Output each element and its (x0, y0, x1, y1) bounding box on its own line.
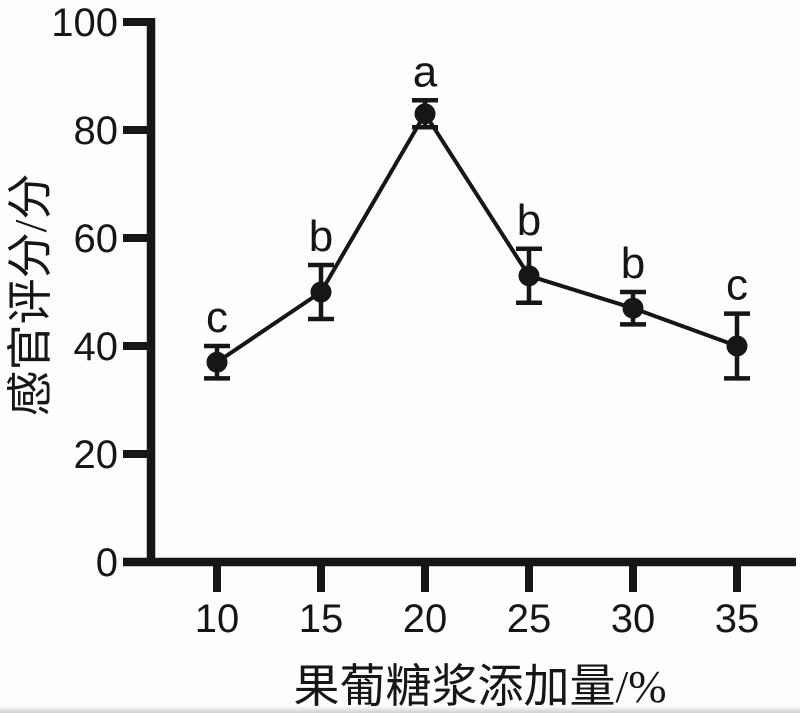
data-point-markers (206, 103, 748, 373)
y-tick-label: 40 (74, 325, 119, 369)
x-tick-label: 15 (299, 597, 344, 641)
x-tick-label: 25 (507, 597, 552, 641)
data-point-marker (310, 281, 332, 303)
data-point-marker (518, 265, 540, 287)
y-tick-label: 0 (96, 541, 118, 585)
data-point-marker (414, 103, 436, 125)
y-axis-title: 感官评分/分 (5, 174, 56, 417)
significance-letter: b (309, 212, 333, 261)
significance-letters: c b a b b c (206, 47, 748, 342)
x-tick-label: 35 (715, 597, 760, 641)
data-point-marker (206, 351, 228, 373)
x-tick-label: 30 (611, 597, 656, 641)
y-axis-ticks: 0 20 40 60 80 100 (51, 1, 151, 585)
significance-letter: c (206, 293, 228, 342)
y-tick-label: 100 (51, 1, 118, 45)
x-axis-ticks: 10 15 20 25 30 35 (195, 566, 760, 641)
x-tick-label: 20 (403, 597, 448, 641)
data-point-marker (726, 335, 748, 357)
significance-letter: a (413, 47, 438, 96)
y-tick-label: 20 (74, 433, 119, 477)
y-tick-label: 80 (74, 109, 119, 153)
significance-letter: c (726, 261, 748, 310)
data-point-marker (622, 297, 644, 319)
y-tick-label: 60 (74, 217, 119, 261)
series-polyline (215, 109, 738, 364)
significance-letter: b (517, 196, 541, 245)
series-line (215, 109, 738, 364)
x-axis-title: 果葡糖浆添加量/% (293, 661, 666, 712)
error-bars (204, 98, 750, 381)
x-tick-label: 10 (195, 597, 240, 641)
significance-letter: b (621, 239, 645, 288)
